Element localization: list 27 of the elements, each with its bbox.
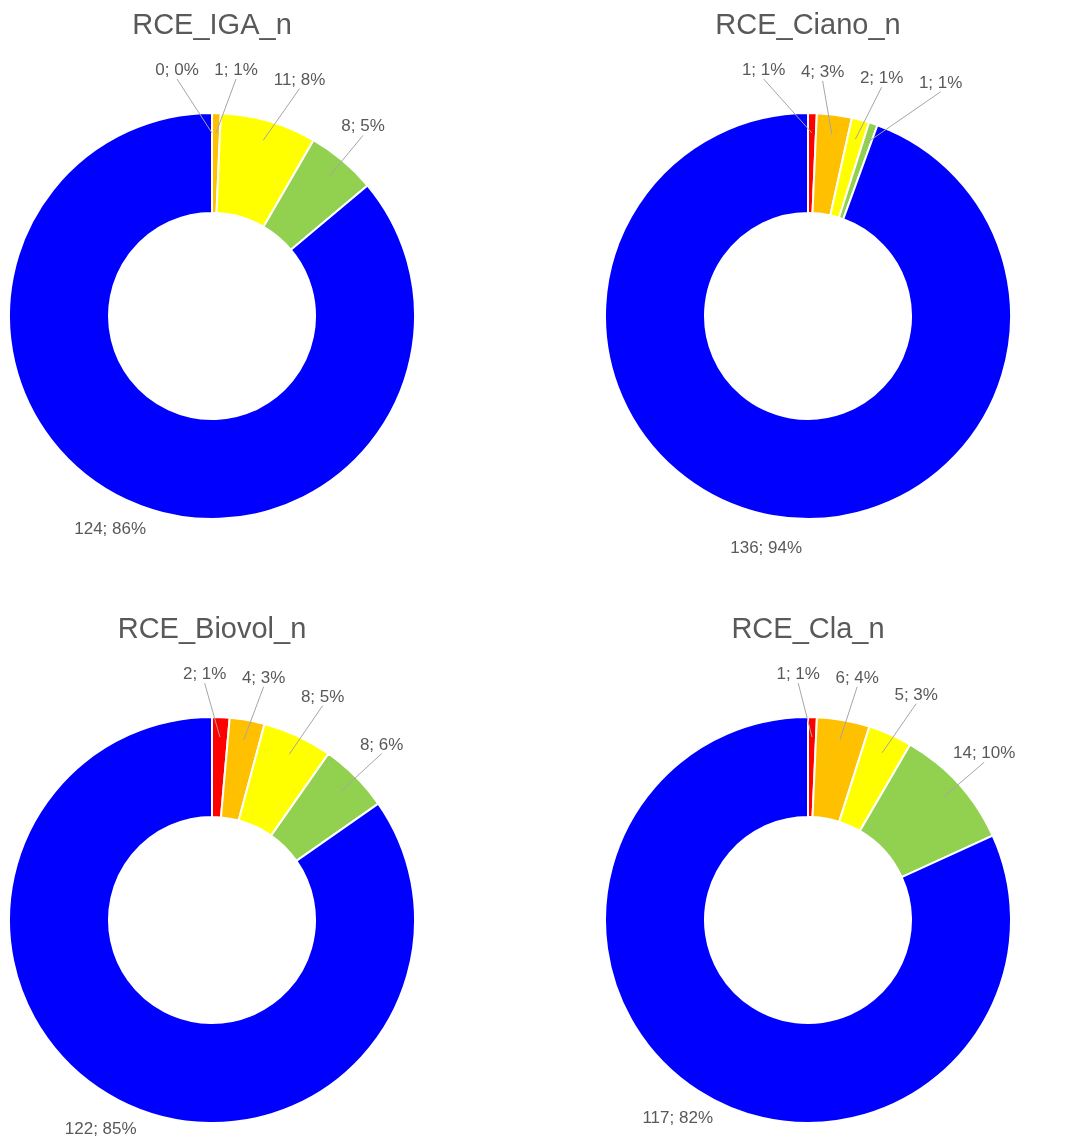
data-label: 1; 1% (214, 60, 258, 80)
data-label: 4; 3% (800, 62, 845, 82)
chart-title: RCE_Ciano_n (715, 8, 901, 40)
data-label: 2; 1% (859, 68, 904, 88)
donut-slice (604, 112, 1012, 520)
data-label: 124; 86% (74, 519, 147, 539)
data-label: 1; 1% (776, 664, 820, 684)
text: 0; 0% (155, 60, 199, 79)
chart-title: RCE_Biovol_n (117, 612, 307, 644)
data-label: 4; 3% (241, 667, 286, 687)
data-label: 5; 3% (894, 684, 938, 704)
data-label: 14; 10% (952, 743, 1016, 763)
data-label: 11; 8% (273, 69, 326, 89)
data-label: 1; 1% (918, 72, 963, 92)
data-label: 1; 1% (741, 60, 786, 80)
data-label: 8; 5% (300, 686, 345, 706)
data-label: 2; 1% (182, 664, 227, 684)
data-label: 136; 94% (730, 538, 803, 558)
data-label: 8; 6% (359, 734, 404, 754)
data-label: 122; 85% (64, 1118, 137, 1137)
chart-title: RCE_Cla_n (731, 612, 885, 644)
donut-slice (8, 112, 416, 520)
chart-title: RCE_IGA_n (132, 8, 292, 40)
data-label: 6; 4% (835, 667, 879, 687)
data-label: 117; 82% (642, 1107, 713, 1127)
donut-slice (8, 716, 416, 1124)
data-label: 8; 5% (341, 116, 385, 136)
